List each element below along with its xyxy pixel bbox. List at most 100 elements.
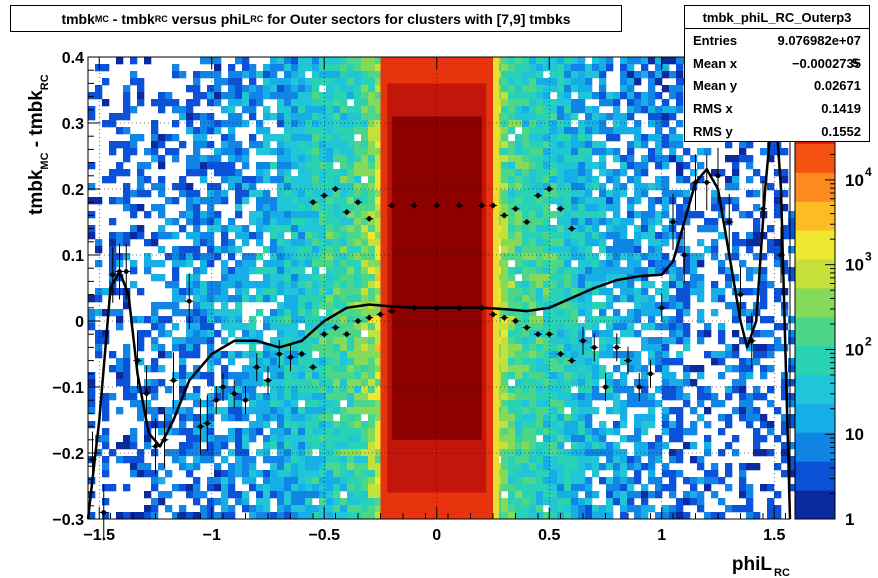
heat-cell	[711, 463, 719, 471]
heat-cell	[333, 78, 341, 86]
heat-cell	[599, 85, 607, 93]
heat-cell	[543, 120, 551, 128]
heat-cell	[655, 78, 663, 86]
heat-cell	[508, 414, 516, 422]
heat-cell	[214, 127, 222, 135]
heat-cell	[627, 435, 635, 443]
heat-cell	[739, 484, 747, 492]
heat-cell	[501, 295, 509, 303]
heat-cell	[347, 281, 355, 289]
heat-cell	[718, 351, 726, 359]
heat-cell	[172, 323, 180, 331]
heat-cell	[515, 232, 523, 240]
profile-point	[320, 331, 329, 338]
heat-cell	[298, 449, 306, 457]
heat-cell	[214, 99, 222, 107]
heat-cell	[676, 414, 684, 422]
heat-cell	[242, 274, 250, 282]
heat-cell	[571, 498, 579, 506]
heat-cell	[592, 316, 600, 324]
heat-cell	[249, 484, 257, 492]
heat-cell	[193, 421, 201, 429]
heat-cell	[564, 176, 572, 184]
heat-cell	[291, 351, 299, 359]
heat-cell	[599, 260, 607, 268]
heat-cell	[550, 393, 558, 401]
heat-cell	[123, 358, 131, 366]
heat-cell	[557, 309, 565, 317]
heat-cell	[620, 505, 628, 513]
heat-cell	[172, 246, 180, 254]
heat-cell	[228, 246, 236, 254]
heat-cell	[620, 372, 628, 380]
heat-cell	[214, 225, 222, 233]
heat-cell	[662, 64, 670, 72]
heat-cell	[683, 337, 691, 345]
heat-cell	[312, 505, 320, 513]
heat-cell	[529, 190, 537, 198]
heat-cell	[305, 379, 313, 387]
heat-cell	[375, 379, 383, 387]
heat-cell	[221, 351, 229, 359]
heat-cell	[732, 176, 740, 184]
heat-cell	[634, 267, 642, 275]
heat-cell	[109, 393, 117, 401]
heat-cell	[298, 71, 306, 79]
heat-cell	[235, 393, 243, 401]
heat-cell	[620, 491, 628, 499]
heat-cell	[249, 470, 257, 478]
heat-cell	[662, 442, 670, 450]
heat-cell	[102, 78, 110, 86]
heat-cell	[347, 183, 355, 191]
heat-cell	[522, 463, 530, 471]
heat-cell	[319, 477, 327, 485]
heat-cell	[522, 456, 530, 464]
heat-cell	[536, 155, 544, 163]
heat-cell	[536, 295, 544, 303]
heat-cell	[634, 309, 642, 317]
heat-cell	[375, 120, 383, 128]
heat-cell	[648, 148, 656, 156]
heat-cell	[662, 351, 670, 359]
x-tick-label: −0.5	[308, 527, 340, 544]
heat-cell	[193, 274, 201, 282]
heat-cell	[228, 253, 236, 261]
heat-cell	[319, 386, 327, 394]
heat-cell	[165, 316, 173, 324]
heat-cell	[760, 274, 768, 282]
heat-cell	[522, 393, 530, 401]
heat-cell	[508, 316, 516, 324]
heat-cell	[291, 253, 299, 261]
heat-cell	[711, 169, 719, 177]
heat-cell	[361, 400, 369, 408]
heat-cell	[711, 218, 719, 226]
heat-cell	[151, 337, 159, 345]
heat-cell	[263, 204, 271, 212]
heat-cell	[564, 309, 572, 317]
heat-cell	[151, 512, 159, 520]
heat-cell	[655, 211, 663, 219]
heat-cell	[578, 183, 586, 191]
heat-cell	[515, 92, 523, 100]
heat-cell	[620, 498, 628, 506]
heat-cell	[207, 407, 215, 415]
heat-cell	[585, 505, 593, 513]
heat-cell	[508, 400, 516, 408]
heat-cell	[88, 92, 96, 100]
heat-cell	[627, 64, 635, 72]
heat-cell	[326, 484, 334, 492]
heat-cell	[228, 99, 236, 107]
heat-cell	[788, 456, 796, 464]
heat-cell	[739, 309, 747, 317]
heat-cell	[235, 435, 243, 443]
heat-cell	[298, 141, 306, 149]
heat-cell	[291, 71, 299, 79]
heat-cell	[298, 246, 306, 254]
heat-cell	[207, 120, 215, 128]
heat-cell	[207, 288, 215, 296]
heat-cell	[732, 316, 740, 324]
profile-point	[567, 357, 576, 364]
heat-cell	[298, 253, 306, 261]
heat-cell	[305, 64, 313, 72]
heat-cell	[501, 288, 509, 296]
